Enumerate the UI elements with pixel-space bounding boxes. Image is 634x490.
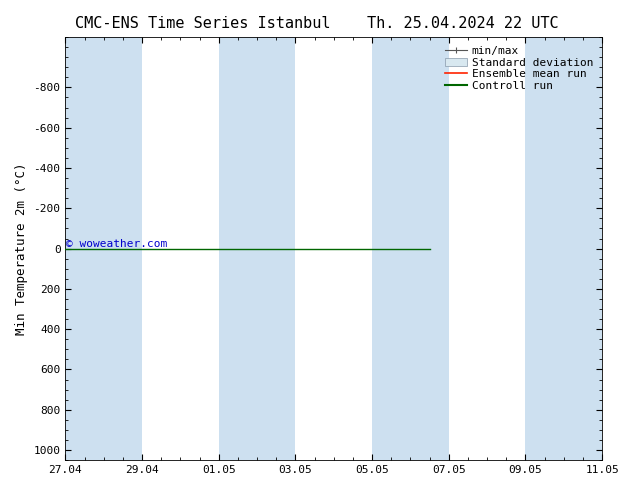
Text: © woweather.com: © woweather.com	[65, 239, 167, 248]
Bar	[526, 37, 602, 460]
Bar	[219, 37, 295, 460]
Text: CMC-ENS Time Series Istanbul    Th. 25.04.2024 22 UTC: CMC-ENS Time Series Istanbul Th. 25.04.2…	[75, 16, 559, 31]
Bar	[65, 37, 142, 460]
Bar	[372, 37, 449, 460]
Y-axis label: Min Temperature 2m (°C): Min Temperature 2m (°C)	[15, 162, 28, 335]
Legend: min/max, Standard deviation, Ensemble mean run, Controll run: min/max, Standard deviation, Ensemble me…	[442, 43, 597, 94]
